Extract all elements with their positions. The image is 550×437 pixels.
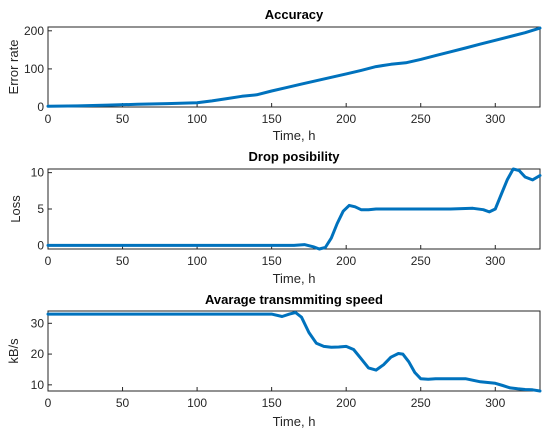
y-ticks: 10 20 30 <box>31 316 52 392</box>
chart-title: Accuracy <box>265 7 324 22</box>
x-tick-label: 0 <box>45 254 52 268</box>
y-tick-label: 200 <box>24 24 44 38</box>
x-tick-label: 300 <box>485 396 505 410</box>
x-tick-label: 300 <box>485 112 505 126</box>
x-tick-label: 250 <box>411 396 431 410</box>
y-tick-label: 0 <box>37 100 44 114</box>
x-tick-label: 50 <box>116 254 130 268</box>
x-ticks: 0 50 100 150 200 250 300 <box>45 245 506 268</box>
x-axis-label: Time, h <box>273 414 316 429</box>
subplot-drop-posibility: Drop posibility 0 50 100 150 200 250 300 0510 … <box>8 149 542 286</box>
chart-title: Drop posibility <box>249 149 341 164</box>
x-tick-label: 200 <box>336 396 356 410</box>
x-tick-label: 200 <box>336 254 356 268</box>
y-tick-label: 30 <box>31 316 45 330</box>
subplot-accuracy: Accuracy 0 50 100 150 200 250 300 0 100 200 Time… <box>6 7 542 143</box>
y-tick-label: 20 <box>31 347 45 361</box>
plot-area <box>47 26 541 108</box>
x-ticks: 0 50 100 150 200 250 300 <box>45 103 506 126</box>
y-tick-label: 5 <box>37 202 44 216</box>
series-line <box>46 26 542 108</box>
x-tick-label: 50 <box>116 396 130 410</box>
x-tick-label: 0 <box>45 112 52 126</box>
x-tick-label: 150 <box>262 396 282 410</box>
x-axis-label: Time, h <box>273 128 316 143</box>
series-line <box>46 311 542 393</box>
y-axis-label: Loss <box>8 195 23 223</box>
series-line <box>46 167 542 251</box>
x-tick-label: 150 <box>262 112 282 126</box>
chart-title: Avarage transmmiting speed <box>205 292 383 307</box>
x-tick-label: 250 <box>411 112 431 126</box>
x-tick-label: 200 <box>336 112 356 126</box>
x-ticks: 0 50 100 150 200 250 300 <box>45 387 506 410</box>
x-tick-label: 150 <box>262 254 282 268</box>
x-tick-label: 250 <box>411 254 431 268</box>
x-tick-label: 50 <box>116 112 130 126</box>
y-axis-label: kB/s <box>6 338 21 364</box>
y-axis-label: Error rate <box>6 40 21 95</box>
y-tick-label: 0 <box>37 238 44 252</box>
x-axis-label: Time, h <box>273 271 316 286</box>
y-tick-label: 100 <box>24 62 44 76</box>
x-tick-label: 100 <box>187 254 207 268</box>
y-tick-label: 10 <box>31 166 45 180</box>
x-tick-label: 100 <box>187 112 207 126</box>
x-tick-label: 100 <box>187 396 207 410</box>
y-tick-label: 10 <box>31 378 45 392</box>
x-tick-label: 300 <box>485 254 505 268</box>
x-tick-label: 0 <box>45 396 52 410</box>
subplot-avarage-transmmiting-speed: Avarage transmmiting speed 0 50 100 150 200 2… <box>6 292 542 429</box>
